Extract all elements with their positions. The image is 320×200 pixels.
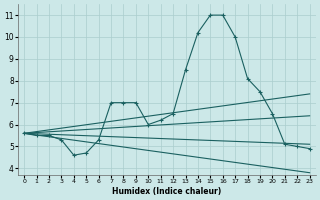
X-axis label: Humidex (Indice chaleur): Humidex (Indice chaleur) xyxy=(112,187,221,196)
